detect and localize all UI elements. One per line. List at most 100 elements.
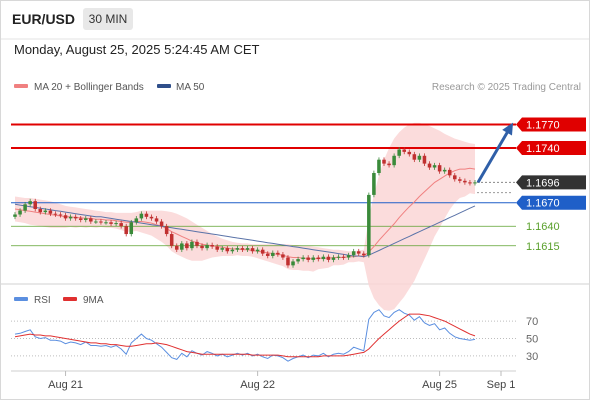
candle-body: [240, 248, 245, 250]
candle-body: [296, 259, 300, 262]
candle-body: [159, 221, 164, 227]
level-label-resistance: 1.1770: [526, 119, 560, 131]
candle-body: [53, 213, 58, 215]
candle-body: [306, 257, 310, 260]
candle-body: [311, 257, 316, 260]
candle-body: [387, 163, 391, 166]
candle-body: [139, 213, 144, 219]
candle-body: [250, 248, 255, 252]
candle-body: [331, 257, 336, 260]
ma20-legend-label: MA 20 + Bollinger Bands: [34, 82, 144, 93]
candle-body: [144, 213, 149, 217]
candle-body: [427, 163, 432, 168]
candle-body: [362, 253, 366, 256]
candle-body: [372, 173, 376, 195]
candle-body: [463, 180, 467, 183]
candle-body: [286, 257, 290, 266]
forecast-arrow-shaft: [476, 125, 513, 184]
rsi-line: [14, 309, 476, 362]
candle-body: [326, 256, 331, 260]
candle-body: [225, 248, 230, 252]
candle-body: [104, 222, 108, 224]
candle-body: [73, 216, 78, 219]
rsi-ma-line: [14, 313, 476, 358]
level-label-resistance: 1.1740: [526, 143, 560, 155]
candle-body: [260, 249, 265, 254]
candle-body: [119, 223, 123, 227]
rsi-legend-label: RSI: [34, 295, 51, 306]
ma20-legend-swatch: [14, 84, 28, 88]
candle-body: [48, 210, 53, 214]
credit-text: Research © 2025 Trading Central: [432, 82, 581, 93]
candle-body: [468, 182, 472, 184]
candle-body: [205, 245, 209, 249]
candle-body: [134, 218, 139, 223]
candle-body: [114, 223, 118, 225]
candle-body: [417, 155, 422, 160]
candle-body: [43, 210, 48, 213]
candle-body: [195, 241, 199, 246]
candle-body: [18, 210, 22, 215]
timestamp: Monday, August 25, 2025 5:24:45 AM CET: [14, 42, 260, 57]
candle-body: [402, 149, 406, 152]
candle-body: [407, 151, 412, 155]
candle-body: [99, 221, 103, 223]
candle-body: [316, 257, 321, 260]
candle-body: [382, 159, 386, 164]
candle-body: [245, 248, 250, 250]
candle-body: [129, 222, 134, 235]
candle-body: [169, 234, 174, 246]
candle-body: [271, 252, 275, 256]
candle-body: [220, 248, 225, 250]
level-tag-resistance: [516, 140, 586, 155]
candle-body: [149, 216, 154, 219]
candle-body: [276, 252, 280, 255]
ma50-legend-swatch: [157, 84, 171, 88]
candle-body: [230, 249, 235, 252]
level-tag-pivot: [516, 195, 586, 210]
candle-body: [28, 201, 32, 205]
candle-body: [412, 154, 417, 160]
candle-body: [68, 216, 73, 219]
candle-body: [84, 218, 88, 220]
level-label-support: 1.1615: [526, 241, 560, 253]
candle-body: [38, 209, 43, 213]
candle-body: [33, 201, 37, 209]
candle-body: [392, 155, 396, 166]
level-label-current: 1.1696: [526, 177, 560, 189]
candle-body: [397, 149, 401, 156]
ma9-legend-swatch: [63, 297, 77, 301]
candle-body: [180, 243, 184, 250]
candle-body: [377, 159, 381, 173]
candle-body: [321, 256, 326, 260]
ma50-legend-label: MA 50: [176, 82, 205, 93]
candle-body: [94, 221, 98, 223]
candle-body: [89, 218, 93, 222]
rsi-legend-swatch: [14, 297, 28, 301]
candle-body: [453, 175, 457, 180]
candle-body: [78, 218, 83, 220]
candle-body: [291, 261, 295, 266]
candle-body: [367, 194, 371, 256]
candle-body: [447, 169, 452, 176]
candle-body: [422, 155, 427, 164]
bollinger-band: [15, 122, 475, 311]
candle-body: [109, 222, 113, 224]
ma50-line: [14, 203, 476, 258]
rsi-tick-label: 50: [526, 334, 538, 346]
candle-body: [346, 255, 351, 258]
x-tick-label: Aug 21: [48, 379, 83, 391]
candle-body: [351, 251, 356, 256]
candle-body: [63, 215, 68, 219]
x-tick-label: Aug 25: [422, 379, 457, 391]
candle-body: [154, 218, 159, 222]
candle-body: [174, 245, 179, 250]
chart-header: EUR/USD 30 MIN: [1, 1, 589, 39]
forecast-arrow-head: [502, 122, 514, 136]
level-label-support: 1.1640: [526, 221, 560, 233]
candle-body: [336, 256, 341, 258]
candle-body: [255, 249, 260, 252]
timeframe-button[interactable]: 30 MIN: [83, 8, 133, 30]
